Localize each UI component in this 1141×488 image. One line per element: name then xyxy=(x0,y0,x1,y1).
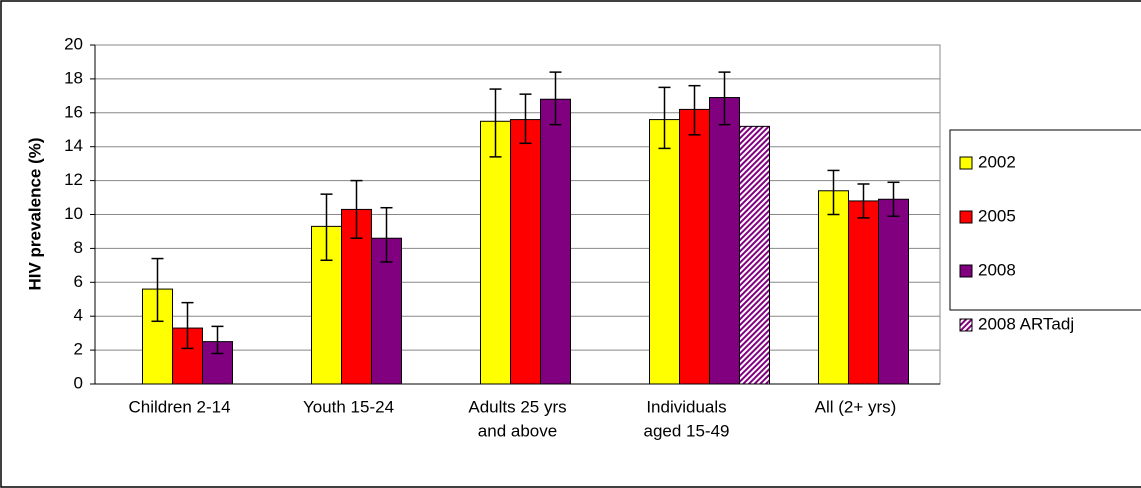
x-tick-label: Adults 25 yrs xyxy=(468,397,566,416)
bar xyxy=(739,125,770,385)
x-tick-label: and above xyxy=(478,421,557,440)
legend-label: 2008 xyxy=(978,260,1016,279)
bar xyxy=(649,119,680,385)
x-tick-label: aged 15-49 xyxy=(643,421,729,440)
bar xyxy=(818,190,849,385)
legend-label: 2005 xyxy=(978,206,1016,225)
bar xyxy=(679,108,710,385)
x-tick-label: Individuals xyxy=(646,397,726,416)
y-tick-label: 8 xyxy=(74,238,83,257)
x-tick-label: All (2+ yrs) xyxy=(815,397,897,416)
y-tick-label: 16 xyxy=(64,102,83,121)
legend-swatch xyxy=(959,156,973,170)
y-tick-label: 14 xyxy=(64,136,83,155)
bar xyxy=(510,119,541,385)
legend-swatch xyxy=(959,318,973,332)
y-axis-label: HIV prevalence (%) xyxy=(25,137,44,290)
bar xyxy=(709,97,740,385)
x-tick-label: Youth 15-24 xyxy=(303,397,394,416)
bar xyxy=(540,98,571,385)
y-tick-label: 4 xyxy=(74,306,83,325)
bar xyxy=(848,200,879,385)
y-tick-label: 20 xyxy=(64,34,83,53)
y-tick-label: 18 xyxy=(64,68,83,87)
legend-swatch xyxy=(959,210,973,224)
y-tick-label: 0 xyxy=(74,373,83,392)
legend-swatch xyxy=(959,264,973,278)
bar xyxy=(480,120,511,385)
y-tick-label: 6 xyxy=(74,272,83,291)
y-tick-label: 10 xyxy=(64,204,83,223)
legend-label: 2008 ARTadj xyxy=(978,314,1074,333)
x-tick-label: Children 2-14 xyxy=(128,397,230,416)
y-tick-label: 12 xyxy=(64,170,83,189)
legend xyxy=(949,129,1141,311)
y-tick-label: 2 xyxy=(74,340,83,359)
bar xyxy=(878,198,909,385)
legend-label: 2002 xyxy=(978,152,1016,171)
